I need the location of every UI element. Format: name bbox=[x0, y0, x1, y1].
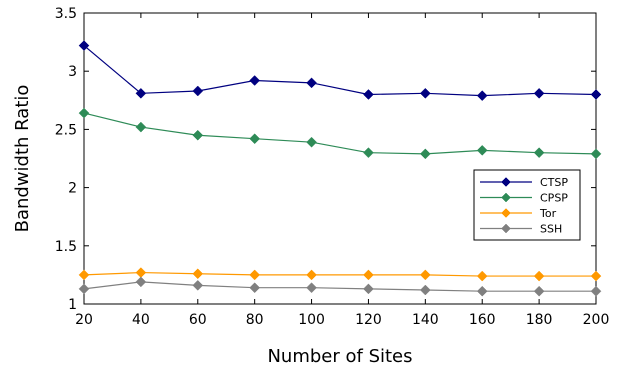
y-tick-label: 1 bbox=[68, 297, 77, 313]
legend-entry-cpsp: CPSP bbox=[480, 192, 568, 205]
data-point-ctsp bbox=[135, 87, 147, 99]
data-point-ctsp bbox=[192, 85, 204, 97]
data-point-cpsp bbox=[249, 133, 261, 145]
data-point-tor bbox=[363, 269, 374, 281]
data-point-cpsp bbox=[135, 121, 147, 133]
data-point-tor bbox=[192, 268, 204, 280]
data-point-cpsp bbox=[363, 147, 374, 159]
data-point-tor bbox=[249, 269, 261, 281]
data-point-tor bbox=[419, 269, 431, 281]
plot-frame bbox=[83, 12, 597, 305]
data-point-ctsp bbox=[419, 87, 431, 99]
data-point-cpsp bbox=[78, 107, 90, 119]
y-tick-label: 3.5 bbox=[55, 6, 77, 22]
data-point-ssh bbox=[363, 283, 374, 295]
legend-entry-ctsp: CTSP bbox=[480, 176, 568, 189]
data-point-ssh bbox=[533, 285, 545, 297]
data-point-ctsp bbox=[306, 77, 317, 89]
data-point-tor bbox=[533, 270, 545, 282]
data-point-ctsp bbox=[590, 89, 602, 100]
legend: CTSP CPSP Tor SSH bbox=[473, 169, 581, 241]
x-tick-label: 100 bbox=[298, 312, 325, 328]
legend-marker-ssh bbox=[501, 223, 511, 234]
series-ssh bbox=[78, 276, 602, 297]
data-point-ssh bbox=[306, 282, 317, 294]
data-point-ssh bbox=[249, 282, 261, 294]
data-point-cpsp bbox=[476, 144, 488, 156]
data-point-ssh bbox=[590, 285, 602, 297]
data-point-tor bbox=[476, 270, 488, 282]
data-point-ssh bbox=[419, 284, 431, 296]
x-tick-label: 140 bbox=[412, 312, 439, 328]
series-ctsp bbox=[78, 40, 602, 101]
data-point-ssh bbox=[192, 280, 204, 291]
x-tick-label: 40 bbox=[132, 312, 150, 328]
series-line-ctsp bbox=[83, 45, 597, 97]
data-point-ctsp bbox=[476, 90, 488, 101]
legend-marker-cpsp bbox=[501, 192, 511, 203]
data-point-cpsp bbox=[590, 148, 602, 160]
legend-marker-ctsp bbox=[501, 177, 511, 187]
data-point-ctsp bbox=[249, 75, 261, 86]
data-point-cpsp bbox=[192, 129, 204, 141]
plot-area-border bbox=[83, 12, 597, 305]
y-tick-label: 2 bbox=[68, 181, 77, 197]
series-cpsp bbox=[78, 107, 602, 160]
legend-label-tor: Tor bbox=[539, 207, 557, 220]
x-tick-label: 60 bbox=[189, 312, 207, 328]
data-point-ctsp bbox=[363, 89, 374, 100]
x-tick-label: 20 bbox=[75, 312, 93, 328]
data-point-ssh bbox=[78, 283, 90, 295]
data-point-tor bbox=[590, 270, 602, 282]
y-tick-label: 1.5 bbox=[55, 239, 77, 255]
data-point-ssh bbox=[476, 285, 488, 297]
x-tick-label: 120 bbox=[355, 312, 382, 328]
data-point-tor bbox=[135, 267, 147, 278]
data-point-cpsp bbox=[419, 148, 431, 160]
axis-ticks: 20 40 60 80 100 120 140 160 180 200 1 1.5 2 2.5 3 3.5 bbox=[55, 6, 610, 328]
legend-marker-tor bbox=[501, 208, 511, 218]
y-tick-label: 3 bbox=[68, 64, 77, 80]
legend-label-ctsp: CTSP bbox=[540, 176, 568, 189]
data-point-tor bbox=[306, 269, 317, 281]
data-point-ssh bbox=[135, 276, 147, 288]
x-tick-label: 160 bbox=[469, 312, 496, 328]
legend-entry-ssh: SSH bbox=[480, 223, 562, 236]
y-tick-label: 2.5 bbox=[55, 122, 77, 138]
series-line-tor bbox=[83, 271, 596, 277]
series-line-cpsp bbox=[83, 112, 597, 155]
data-point-cpsp bbox=[533, 147, 545, 159]
data-point-tor bbox=[78, 269, 90, 281]
x-axis-title: Number of Sites bbox=[267, 346, 412, 367]
data-point-ctsp bbox=[533, 87, 545, 99]
series-line-ssh bbox=[83, 281, 596, 292]
legend-label-ssh: SSH bbox=[540, 223, 562, 236]
y-axis-title: Bandwidth Ratio bbox=[12, 85, 33, 233]
data-point-cpsp bbox=[306, 136, 317, 148]
x-tick-label: 80 bbox=[246, 312, 264, 328]
x-tick-label: 200 bbox=[583, 312, 610, 328]
series-layer bbox=[78, 40, 602, 297]
data-point-ctsp bbox=[78, 40, 90, 51]
x-tick-label: 180 bbox=[526, 312, 553, 328]
series-tor bbox=[78, 267, 602, 282]
legend-entry-tor: Tor bbox=[480, 207, 557, 220]
legend-label-cpsp: CPSP bbox=[540, 192, 568, 205]
